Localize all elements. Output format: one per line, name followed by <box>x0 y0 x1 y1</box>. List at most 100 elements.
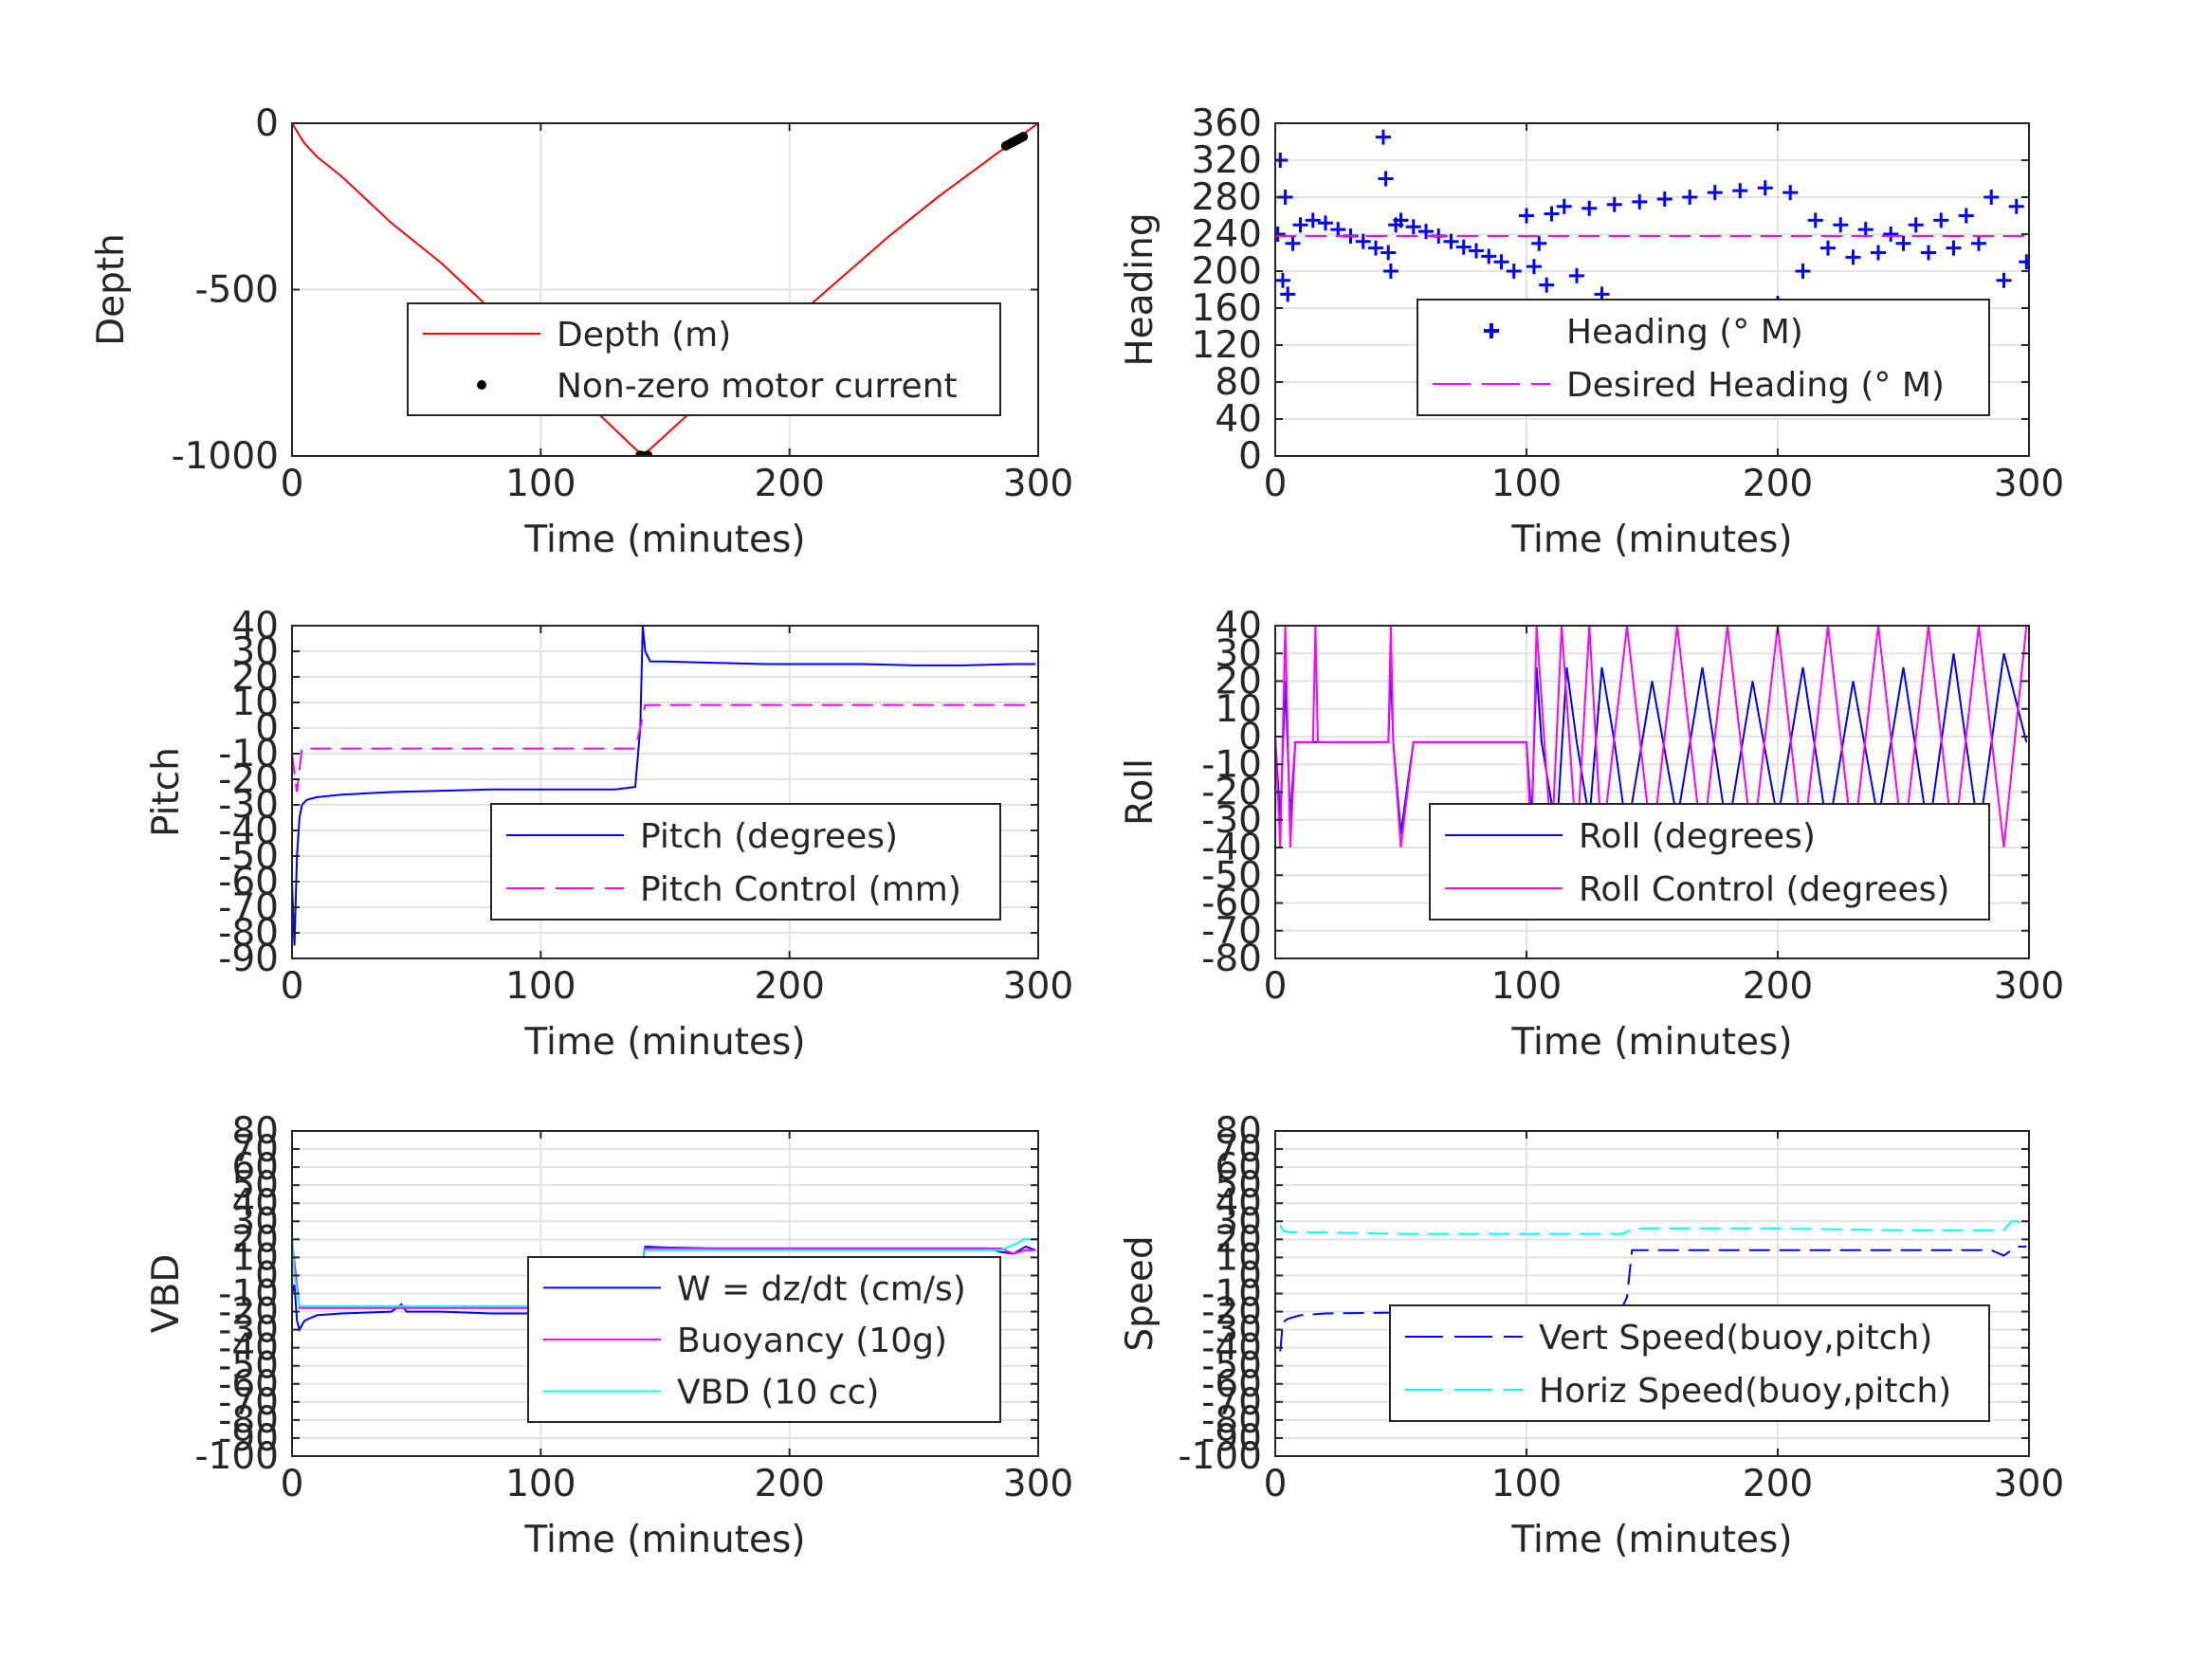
y-tick-label: 10 <box>1215 1236 1262 1279</box>
legend: Vert Speed(buoy,pitch) Horiz Speed(buoy,p… <box>1389 1304 1990 1422</box>
y-tick-label: -20 <box>218 1291 279 1334</box>
y-tick-label: -70 <box>1201 910 1262 953</box>
series-1-point <box>1355 233 1371 249</box>
legend-label: Pitch Control (mm) <box>640 870 961 909</box>
x-tick-label: 0 <box>281 463 304 505</box>
y-tick-label: -90 <box>218 938 279 980</box>
legend-label: Non-zero motor current <box>557 367 958 406</box>
y-tick-label: -30 <box>218 1309 279 1352</box>
series-1-point <box>1933 212 1949 228</box>
series-1-point <box>1857 222 1874 238</box>
y-tick-label: 0 <box>1238 716 1262 758</box>
legend: W = dz/dt (cm/s) Buoyancy (10g) VBD (10 cc… <box>527 1256 1001 1423</box>
x-tick-label: 100 <box>505 965 576 1008</box>
y-tick-label: 80 <box>1215 1110 1262 1153</box>
x-tick-label: 200 <box>1743 463 1813 505</box>
x-tick-label: 0 <box>1264 1463 1288 1505</box>
legend: Roll (degrees) Roll Control (degrees) <box>1429 803 1990 921</box>
y-tick-label: -10 <box>1201 1273 1262 1316</box>
series-2-line <box>1275 626 2028 848</box>
x-axis-label: Time (minutes) <box>523 1519 805 1561</box>
y-tick-label: -20 <box>1201 772 1262 814</box>
legend: Pitch (degrees) Pitch Control (mm) <box>490 803 1001 921</box>
y-tick-label: -80 <box>1201 1399 1262 1442</box>
series-1-line <box>1279 1246 2027 1352</box>
legend-box <box>1417 299 1990 416</box>
series-1-point <box>1469 243 1484 259</box>
y-axis-label: Heading <box>1119 212 1161 366</box>
legend-box <box>407 302 1001 416</box>
series-1-point <box>1393 212 1409 228</box>
chart-panel-2: 0 100 200 30004080120160200240280320360Time… <box>1119 102 2064 561</box>
x-tick-label: 200 <box>1743 965 1813 1008</box>
y-tick-label: 80 <box>1215 361 1262 404</box>
y-tick-label: -30 <box>218 784 279 827</box>
legend-label: Roll (degrees) <box>1579 817 1816 856</box>
series-1-point <box>1971 235 1986 251</box>
y-tick-label: 80 <box>231 1110 279 1153</box>
y-tick-label: -40 <box>218 1327 279 1370</box>
series-1-point <box>1795 264 1811 279</box>
plot-area <box>1275 626 2028 848</box>
series-1-point <box>1285 235 1301 251</box>
series-1-point <box>1946 240 1962 256</box>
y-tick-label: 40 <box>1215 1182 1262 1225</box>
y-tick-label: 20 <box>1215 1218 1262 1261</box>
legend-marker <box>477 380 486 390</box>
series-2-point <box>1018 132 1029 142</box>
y-tick-label: -50 <box>218 835 279 878</box>
series-1-point <box>1380 245 1397 261</box>
y-tick-label: 30 <box>231 630 279 673</box>
legend-label: Pitch (degrees) <box>640 817 898 856</box>
series-1-point <box>1606 196 1622 212</box>
series-1-point <box>1378 171 1394 187</box>
legend-box <box>1429 803 1990 921</box>
series-1-point <box>1275 272 1290 288</box>
chart-panel-5: 0 100 200 300-100-90-80-70-60-50-40-30-20-1… <box>145 1110 1073 1561</box>
y-tick-label: -10 <box>218 733 279 775</box>
series-1-point <box>1375 129 1391 145</box>
legend: Heading (° M) Desired Heading (° M) <box>1417 299 1990 416</box>
legend-label: Desired Heading (° M) <box>1566 366 1945 405</box>
series-1-point <box>1318 215 1333 231</box>
series-1-point <box>1539 277 1555 293</box>
series-2-line <box>1279 1220 2027 1235</box>
y-tick-label: 0 <box>255 707 279 750</box>
axes-box <box>291 625 1039 959</box>
y-tick-label: -90 <box>1201 1417 1262 1460</box>
series-1-point <box>1569 267 1584 283</box>
y-tick-label: -20 <box>1201 1291 1262 1334</box>
legend-label: Roll Control (degrees) <box>1579 870 1949 909</box>
y-tick-label: 120 <box>1192 324 1262 367</box>
series-1-point <box>1732 183 1748 199</box>
y-tick-label: 280 <box>1192 176 1262 219</box>
y-axis-label: Roll <box>1119 758 1161 826</box>
series-1-point <box>1405 219 1421 235</box>
series-1-point <box>1983 190 2000 205</box>
y-tick-label: -50 <box>218 1345 279 1388</box>
series-1-point <box>1556 198 1572 214</box>
chart-panel-4: 0 100 200 300-80-70-60-50-40-30-20-10010203… <box>1119 605 2064 1064</box>
legend-label: Buoyancy (10g) <box>677 1322 947 1360</box>
y-tick-label: 10 <box>1215 688 1262 731</box>
plot-area <box>292 123 1038 456</box>
legend-label: Vert Speed(buoy,pitch) <box>1539 1319 1932 1358</box>
series-1-point <box>1382 264 1398 279</box>
x-tick-label: 200 <box>1743 1463 1813 1505</box>
legend-box <box>490 803 1001 921</box>
x-tick-label: 300 <box>1003 463 1073 505</box>
series-1-point <box>1455 239 1472 255</box>
y-tick-label: 30 <box>231 1200 279 1243</box>
y-tick-label: -500 <box>194 269 279 312</box>
x-axis-label: Time (minutes) <box>1510 1021 1792 1064</box>
y-tick-label: 320 <box>1192 139 1262 182</box>
y-tick-label: 40 <box>1215 605 1262 647</box>
y-axis-label: Pitch <box>145 747 188 837</box>
y-tick-label: -90 <box>218 1417 279 1460</box>
y-tick-label: 20 <box>231 1218 279 1261</box>
x-tick-label: 100 <box>505 1463 576 1505</box>
x-tick-label: 200 <box>754 1463 824 1505</box>
series-1-point <box>1519 208 1534 224</box>
series-1-point <box>1544 206 1560 222</box>
